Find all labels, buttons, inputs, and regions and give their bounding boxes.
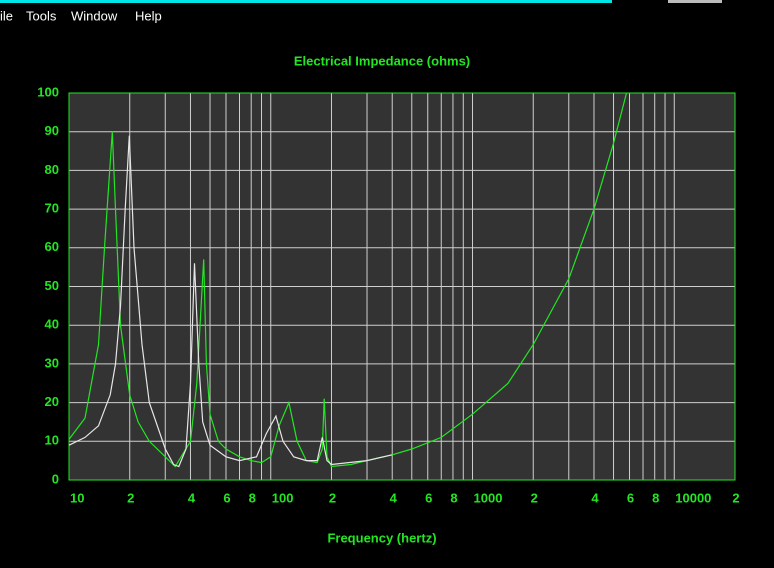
x-tick-label: 8: [249, 490, 256, 505]
y-tick-label: 0: [52, 471, 59, 486]
x-tick-label: 6: [425, 490, 432, 505]
x-tick-label: 2: [732, 490, 739, 505]
y-tick-label: 30: [45, 355, 59, 370]
plot-border: [68, 92, 736, 481]
menu-item[interactable]: Tools: [26, 8, 57, 23]
x-tick-label: 8: [450, 490, 457, 505]
x-tick-label: 2: [531, 490, 538, 505]
y-tick-label: 10: [45, 433, 59, 448]
menu-item[interactable]: ile: [0, 8, 13, 23]
x-tick-label: 6: [223, 490, 230, 505]
x-tick-label: 2: [329, 490, 336, 505]
title-strip-button: [668, 0, 722, 3]
x-tick-label: 2: [127, 490, 134, 505]
y-tick-label: 40: [45, 317, 59, 332]
y-tick-label: 50: [45, 278, 59, 293]
x-axis-label: Frequency (hertz): [327, 530, 436, 545]
y-tick-label: 90: [45, 123, 59, 138]
impedance-line: [68, 135, 393, 468]
x-tick-label: 10: [70, 490, 84, 505]
y-tick-label: 80: [45, 162, 59, 177]
impedance-line: [68, 92, 628, 468]
x-tick-label: 4: [188, 490, 196, 505]
title-strip: [0, 0, 612, 3]
y-tick-label: 60: [45, 239, 59, 254]
x-tick-label: 10000: [675, 490, 711, 505]
x-tick-label: 1000: [474, 490, 503, 505]
y-tick-label: 20: [45, 394, 59, 409]
x-tick-label: 100: [272, 490, 294, 505]
x-tick-label: 4: [390, 490, 398, 505]
menu-item[interactable]: Window: [71, 8, 118, 23]
y-tick-label: 70: [45, 201, 59, 216]
chart-title: Electrical Impedance (ohms): [294, 53, 470, 68]
y-tick-label: 100: [37, 84, 59, 99]
x-tick-label: 8: [652, 490, 659, 505]
menu-item[interactable]: Help: [135, 8, 162, 23]
x-tick-label: 6: [627, 490, 634, 505]
x-tick-label: 4: [591, 490, 599, 505]
